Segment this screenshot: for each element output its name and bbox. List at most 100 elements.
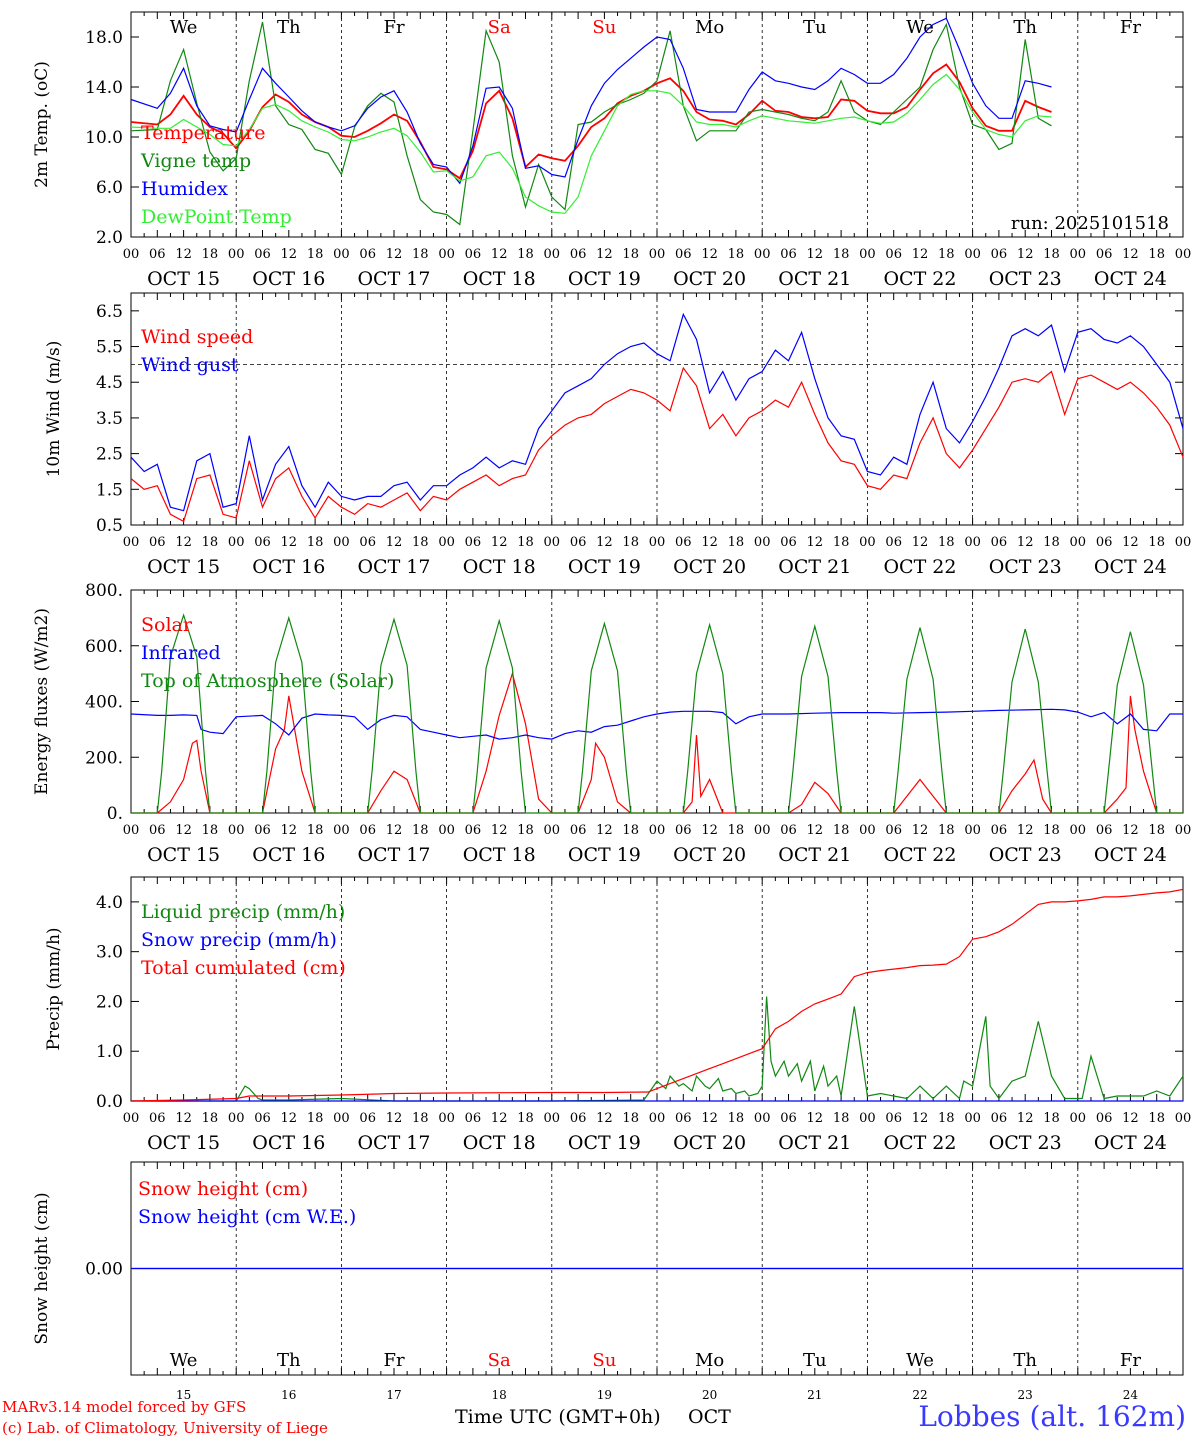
date-label: OCT 21 xyxy=(778,268,851,290)
legend-entry: DewPoint Temp xyxy=(141,206,292,228)
day-number: 19 xyxy=(597,1388,612,1402)
hour-label: 18 xyxy=(307,535,324,550)
hour-label: 06 xyxy=(675,247,692,262)
hour-label: 00 xyxy=(964,247,981,262)
day-name: Fr xyxy=(383,1350,404,1371)
date-label: OCT 22 xyxy=(883,268,956,290)
y-tick-label: 800. xyxy=(85,581,123,601)
date-label: OCT 19 xyxy=(568,556,641,578)
hour-label: 18 xyxy=(202,247,219,262)
hour-label: 00 xyxy=(1175,1111,1192,1126)
hour-label: 06 xyxy=(254,535,271,550)
day-name: Th xyxy=(1013,1350,1037,1371)
hour-label: 12 xyxy=(1017,823,1034,838)
hour-label: 00 xyxy=(438,1111,455,1126)
day-name: Su xyxy=(592,1350,616,1371)
hour-label: 00 xyxy=(544,535,561,550)
y-tick-label: 3.5 xyxy=(96,409,123,429)
hour-label: 00 xyxy=(649,535,666,550)
hour-label: 00 xyxy=(649,823,666,838)
hour-label: 00 xyxy=(649,247,666,262)
hour-label: 12 xyxy=(1017,1111,1034,1126)
hour-label: 12 xyxy=(386,535,403,550)
hour-label: 18 xyxy=(622,823,639,838)
legend-entry: Total cumulated (cm) xyxy=(141,957,346,979)
hour-label: 00 xyxy=(228,1111,245,1126)
hour-label: 06 xyxy=(149,1111,166,1126)
hour-label: 00 xyxy=(964,823,981,838)
hour-label: 12 xyxy=(281,1111,298,1126)
hour-label: 18 xyxy=(728,1111,745,1126)
hour-label: 06 xyxy=(570,247,587,262)
day-name: Th xyxy=(277,1350,301,1371)
hour-label: 18 xyxy=(1148,823,1165,838)
hour-label: 00 xyxy=(754,247,771,262)
day-number: 21 xyxy=(807,1388,822,1402)
hour-label: 12 xyxy=(1017,535,1034,550)
date-label: OCT 21 xyxy=(778,1132,851,1154)
day-name: We xyxy=(906,17,934,38)
date-label: OCT 23 xyxy=(989,556,1062,578)
hour-label: 00 xyxy=(1175,823,1192,838)
hour-label: 18 xyxy=(1043,823,1060,838)
hour-label: 06 xyxy=(359,247,376,262)
legend-entry: Top of Atmosphere (Solar) xyxy=(141,670,394,692)
day-name: We xyxy=(906,1350,934,1371)
y-tick-label: 6.0 xyxy=(96,178,123,198)
series-line-temperature xyxy=(130,63,1052,180)
hour-label: 18 xyxy=(938,535,955,550)
hour-label: 06 xyxy=(780,1111,797,1126)
hour-label: 18 xyxy=(728,247,745,262)
hour-label: 12 xyxy=(596,823,613,838)
legend-entry: Snow height (cm W.E.) xyxy=(138,1206,356,1228)
hour-label: 12 xyxy=(175,247,192,262)
hour-label: 12 xyxy=(912,535,929,550)
hour-label: 12 xyxy=(1017,247,1034,262)
hour-label: 12 xyxy=(1122,1111,1139,1126)
hour-label: 12 xyxy=(1122,823,1139,838)
date-label: OCT 23 xyxy=(989,268,1062,290)
hour-label: 12 xyxy=(175,1111,192,1126)
hour-label: 00 xyxy=(1175,535,1192,550)
y-axis-title: Precip (mm/h) xyxy=(44,927,64,1050)
hour-label: 12 xyxy=(701,823,718,838)
hour-label: 18 xyxy=(728,535,745,550)
hour-label: 00 xyxy=(438,535,455,550)
hour-label: 06 xyxy=(780,823,797,838)
day-name: Th xyxy=(1013,17,1037,38)
hour-label: 06 xyxy=(359,823,376,838)
date-label: OCT 17 xyxy=(357,1132,430,1154)
hour-label: 12 xyxy=(807,535,824,550)
day-name: Tu xyxy=(803,17,827,38)
date-label: OCT 15 xyxy=(147,556,220,578)
hour-label: 18 xyxy=(938,823,955,838)
y-tick-label: 0. xyxy=(107,804,123,824)
model-credit: MARv3.14 model forced by GFS xyxy=(2,1398,247,1416)
date-label: OCT 19 xyxy=(568,268,641,290)
y-tick-label: 10.0 xyxy=(85,128,123,148)
y-tick-label: 400. xyxy=(85,693,123,713)
hour-label: 18 xyxy=(517,535,534,550)
hour-label: 18 xyxy=(202,823,219,838)
hour-label: 06 xyxy=(570,823,587,838)
legend-entry: Vigne temp xyxy=(140,150,251,172)
x-axis-month: OCT xyxy=(688,1406,731,1428)
hour-label: 00 xyxy=(754,823,771,838)
hour-label: 12 xyxy=(596,1111,613,1126)
hour-label: 12 xyxy=(386,247,403,262)
hour-label: 06 xyxy=(465,535,482,550)
hour-label: 12 xyxy=(386,823,403,838)
y-tick-label: 2.0 xyxy=(96,228,123,248)
date-label: OCT 18 xyxy=(463,844,536,866)
legend-entry: Liquid precip (mm/h) xyxy=(141,901,345,923)
legend-entry: Temperature xyxy=(141,122,265,144)
day-number: 24 xyxy=(1123,1388,1139,1402)
date-label: OCT 20 xyxy=(673,844,746,866)
hour-label: 00 xyxy=(649,1111,666,1126)
legend-entry: Infrared xyxy=(141,642,221,664)
legend-entry: Snow height (cm) xyxy=(138,1178,308,1200)
series-line-wind-speed xyxy=(130,366,1184,523)
day-number: 18 xyxy=(492,1388,507,1402)
hour-label: 06 xyxy=(885,1111,902,1126)
day-name: Mo xyxy=(695,17,724,38)
